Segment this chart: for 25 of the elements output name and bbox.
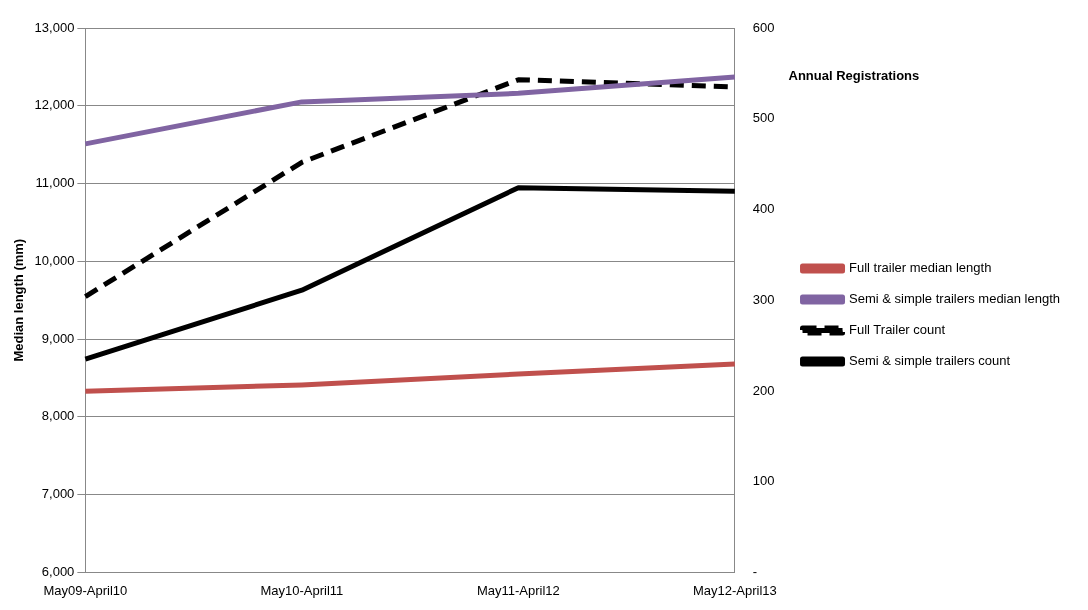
y-tick-label: 8,000 <box>41 408 75 424</box>
y-tick-label: 9,000 <box>41 330 75 346</box>
y2-tick-label: 300 <box>752 291 775 307</box>
x-tick-label: May12-April13 <box>692 582 777 598</box>
y-tick-label: 12,000 <box>34 97 75 113</box>
y2-tick-label: - <box>752 563 758 579</box>
y2-tick-label: 200 <box>752 382 775 398</box>
x-tick-label: May09-April10 <box>43 582 128 598</box>
y-tick-label: 13,000 <box>34 19 75 35</box>
x-tick-label: May11-April12 <box>476 582 560 598</box>
legend-label: Full Trailer count <box>849 322 946 338</box>
y-axis-title: Median length (mm) <box>11 238 27 362</box>
x-tick-label: May10-April11 <box>260 582 344 598</box>
y2-tick-label: 100 <box>752 473 775 489</box>
y-tick-label: 11,000 <box>35 175 75 191</box>
y-tick-label: 10,000 <box>34 252 75 268</box>
y2-tick-label: 400 <box>752 201 775 217</box>
y-tick-label: 6,000 <box>41 563 75 579</box>
y2-axis-title: Annual Registrations <box>788 67 920 83</box>
y-tick-label: 7,000 <box>41 486 75 502</box>
legend-label: Semi & simple trailers median length <box>849 291 1061 307</box>
legend-label: Full trailer median length <box>849 260 992 276</box>
legend-label: Semi & simple trailers count <box>849 353 1011 369</box>
y2-tick-label: 600 <box>752 19 775 35</box>
y2-tick-label: 500 <box>752 110 775 126</box>
